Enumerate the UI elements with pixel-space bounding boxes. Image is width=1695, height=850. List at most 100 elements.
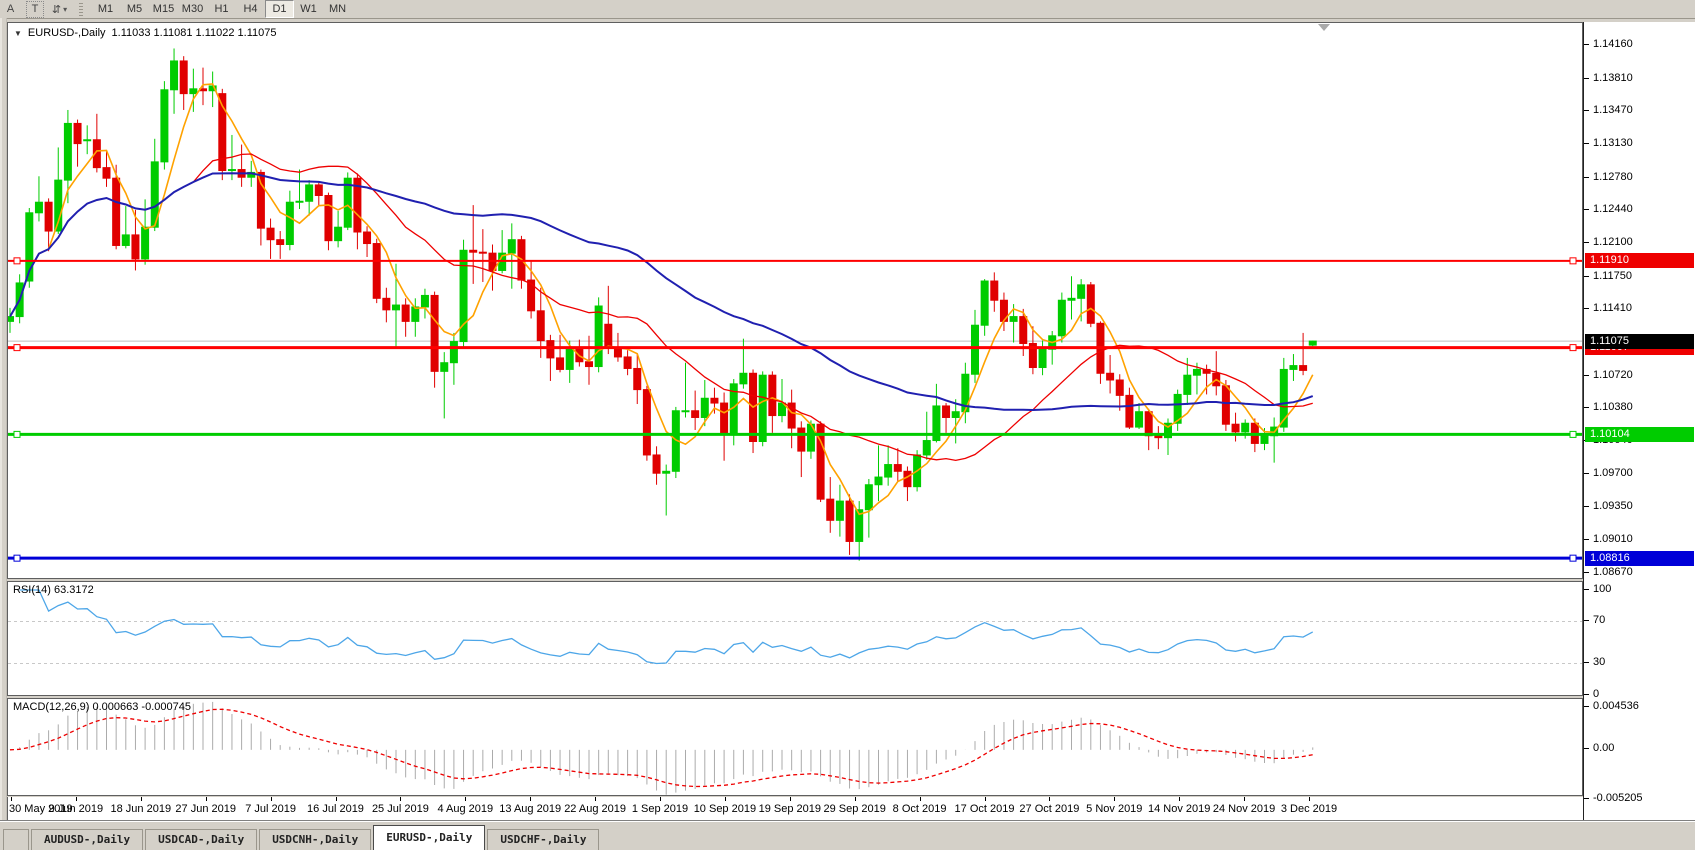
time-axis-tick xyxy=(1114,797,1116,801)
time-axis-tick xyxy=(530,797,532,801)
macd-indicator-panel[interactable]: MACD(12,26,9) 0.000663 -0.000745 xyxy=(7,698,1583,796)
price-marker-current-price: 1.11075 xyxy=(1585,333,1694,349)
time-axis-tick xyxy=(1309,797,1310,801)
time-axis-label: 4 Aug 2019 xyxy=(437,803,494,815)
axis-tick-label: 1.12780 xyxy=(1593,170,1633,183)
axis-tick-label: 1.13130 xyxy=(1593,137,1633,150)
tab-USDCNH[interactable]: USDCNH-,Daily xyxy=(259,829,372,850)
symbol-dropdown-icon[interactable]: ▼ xyxy=(14,28,22,38)
timeframe-button-D1[interactable]: D1 xyxy=(265,0,294,18)
timeframe-button-W1[interactable]: W1 xyxy=(300,3,317,15)
time-axis-label: 5 Nov 2019 xyxy=(1086,803,1143,815)
axis-tick-label: 1.11410 xyxy=(1593,302,1632,315)
price-chart-panel[interactable]: ▼ EURUSD-,Daily 1.11033 1.11081 1.11022 … xyxy=(7,22,1583,579)
time-axis-tick xyxy=(789,797,791,801)
axis-tick-mark xyxy=(1584,748,1589,750)
time-axis-tick xyxy=(75,797,77,801)
arrow-tool-button[interactable]: A xyxy=(6,3,15,15)
axis-tick-label: 30 xyxy=(1593,656,1606,668)
axis-tick-mark xyxy=(1584,308,1589,310)
axis-tick-label: 1.09010 xyxy=(1593,533,1633,546)
time-axis-label: 16 Jul 2019 xyxy=(307,803,364,815)
axis-tick-mark xyxy=(1584,275,1589,277)
axis-tick-label: 0.00 xyxy=(1593,742,1615,755)
time-axis-label: 7 Jul 2019 xyxy=(245,803,296,815)
timeframe-button-H4[interactable]: H4 xyxy=(243,3,258,15)
time-axis-tick xyxy=(854,797,856,801)
chart-tab-bar: AUDUSD-,Daily USDCAD-,Daily USDCNH-,Daily E… xyxy=(0,820,1695,850)
time-axis-label: 19 Sep 2019 xyxy=(758,803,821,815)
time-axis-tick xyxy=(400,797,402,801)
time-axis-tick xyxy=(660,797,661,801)
window-left-edge xyxy=(0,18,7,850)
timeframe-button-M1[interactable]: M1 xyxy=(97,3,114,15)
axis-tick-mark xyxy=(1584,797,1589,799)
axis-tick-mark xyxy=(1584,620,1589,621)
candlestick-chart[interactable] xyxy=(8,23,1582,578)
time-axis-label: 29 Sep 2019 xyxy=(823,803,886,815)
axis-tick-label: 1.12100 xyxy=(1593,236,1633,249)
time-axis-tick xyxy=(335,797,337,801)
time-axis-label: 18 Jun 2019 xyxy=(110,803,172,815)
axis-tick-mark xyxy=(1584,472,1589,474)
rsi-chart[interactable] xyxy=(8,582,1582,695)
time-axis-tick xyxy=(1049,797,1051,801)
time-axis-tick xyxy=(595,797,597,801)
axis-tick-label: 1.11750 xyxy=(1593,269,1632,282)
toolbar: A T ⇵ ▾ M1 M5 M15 M30 H1 H4 D1 W1 MN xyxy=(0,0,1695,19)
time-axis-label: 9 Jun 2019 xyxy=(48,803,104,815)
timeframe-button-H1[interactable]: H1 xyxy=(214,3,229,15)
time-axis-label: 10 Sep 2019 xyxy=(693,803,757,815)
price-marker-hline: 1.08816 xyxy=(1585,550,1694,566)
timeframe-button-M30[interactable]: M30 xyxy=(181,3,204,15)
axis-tick-mark xyxy=(1584,539,1589,541)
text-tool-button[interactable]: T xyxy=(26,0,44,18)
tab-EURUSD[interactable]: EURUSD-,Daily xyxy=(373,825,486,850)
axis-tick-mark xyxy=(1584,242,1589,244)
tab-USDCHF[interactable]: USDCHF-,Daily xyxy=(487,829,600,850)
axis-tick-label: -0.005205 xyxy=(1593,791,1643,804)
time-axis-tick xyxy=(140,797,142,801)
axis-tick-mark xyxy=(1584,588,1589,590)
axis-tick-label: 0 xyxy=(1593,687,1600,700)
time-axis-label: 24 Nov 2019 xyxy=(1212,803,1276,815)
chart-shift-marker-icon[interactable] xyxy=(1318,24,1330,31)
timeframe-button-M5[interactable]: M5 xyxy=(126,3,143,15)
axis-tick-mark xyxy=(1584,176,1589,178)
time-axis-label: 3 Dec 2019 xyxy=(1280,803,1338,815)
macd-chart[interactable] xyxy=(8,699,1582,795)
axis-tick-label: 1.13810 xyxy=(1593,71,1633,84)
tab-USDCAD[interactable]: USDCAD-,Daily xyxy=(145,829,258,850)
time-axis-tick xyxy=(984,797,986,801)
axis-tick-mark xyxy=(1584,662,1589,663)
time-axis-tick xyxy=(724,797,726,801)
time-axis-label: 30 May 2019 xyxy=(9,803,73,815)
time-axis-tick xyxy=(270,797,272,801)
time-axis-label: 1 Sep 2019 xyxy=(631,803,689,815)
timeframe-button-MN[interactable]: MN xyxy=(328,3,347,15)
axis-tick-label: 1.14160 xyxy=(1593,38,1633,51)
tab-bar-grip xyxy=(3,829,29,850)
timeframe-button-M15[interactable]: M15 xyxy=(152,3,175,15)
toolbar-grip xyxy=(79,2,83,16)
arrows-dropdown-button[interactable]: ⇵ ▾ xyxy=(50,2,69,17)
time-axis-tick xyxy=(465,797,467,801)
time-axis-tick xyxy=(11,797,12,801)
axis-tick-label: 1.09350 xyxy=(1593,500,1633,513)
axis-tick-label: 1.08670 xyxy=(1593,565,1633,578)
tab-AUDUSD[interactable]: AUDUSD-,Daily xyxy=(31,829,144,850)
chart-ohlc-values: 1.11033 1.11081 1.11022 1.11075 xyxy=(111,27,277,39)
time-axis-label: 22 Aug 2019 xyxy=(564,803,626,815)
time-axis[interactable]: 30 May 2019 9 Jun 2019 18 Jun 2019 27 Jun 2… xyxy=(7,797,1583,820)
time-axis-label: 27 Jun 2019 xyxy=(175,803,236,815)
time-axis-tick xyxy=(205,797,207,801)
time-axis-label: 14 Nov 2019 xyxy=(1147,803,1211,815)
time-axis-tick xyxy=(1179,797,1181,801)
axis-tick-label: 0.004536 xyxy=(1593,699,1639,712)
time-axis-tick xyxy=(919,797,921,801)
price-axis[interactable]: 1.14160 1.13810 1.13470 1.13130 1.12780 1.124… xyxy=(1583,22,1695,820)
rsi-indicator-panel[interactable]: RSI(14) 63.3172 xyxy=(7,581,1583,696)
axis-tick-label: 1.12440 xyxy=(1593,203,1633,216)
axis-tick-mark xyxy=(1584,506,1589,508)
